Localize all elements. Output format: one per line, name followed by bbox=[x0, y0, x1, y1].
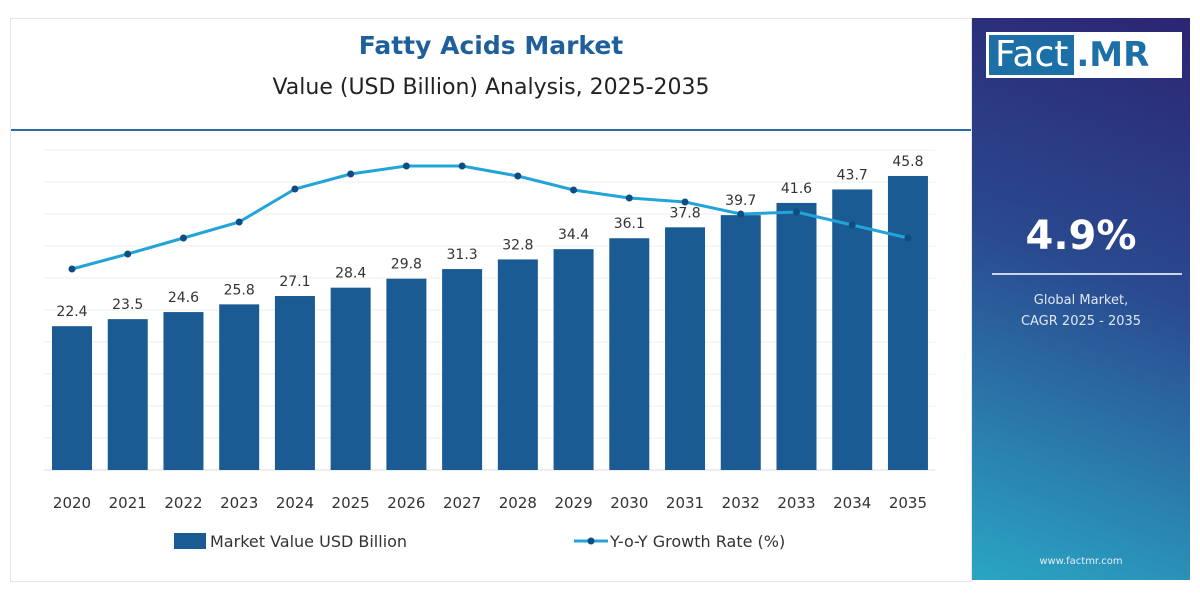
cagr-label: Global Market, CAGR 2025 - 2035 bbox=[972, 290, 1190, 332]
growth-rate-marker bbox=[570, 186, 578, 194]
logo-mr: .MR bbox=[1076, 35, 1150, 75]
growth-rate-marker bbox=[904, 234, 912, 242]
website-url: www.factmr.com bbox=[1039, 556, 1123, 567]
bar-value-label: 43.7 bbox=[837, 167, 868, 183]
bar-value-label: 34.4 bbox=[558, 227, 589, 243]
bar-2022 bbox=[163, 312, 204, 470]
x-tick-label: 2023 bbox=[220, 494, 258, 512]
logo-fact: Fact bbox=[989, 35, 1075, 75]
growth-rate-marker bbox=[124, 250, 132, 258]
bar-2025 bbox=[330, 287, 371, 470]
bar-2034 bbox=[832, 189, 873, 471]
bar-value-label: 31.3 bbox=[447, 247, 478, 263]
x-tick-label: 2028 bbox=[499, 494, 537, 512]
bar-2026 bbox=[386, 278, 427, 470]
x-tick-label: 2020 bbox=[53, 494, 91, 512]
growth-rate-marker bbox=[514, 172, 522, 180]
bar-value-label: 28.4 bbox=[335, 266, 366, 282]
bar-value-label: 41.6 bbox=[781, 181, 812, 197]
bar-2033 bbox=[776, 202, 817, 471]
bar-2029 bbox=[553, 249, 594, 470]
cagr-label-line2: CAGR 2025 - 2035 bbox=[1020, 314, 1142, 329]
bar-value-label: 36.1 bbox=[614, 216, 645, 232]
chart-subtitle: Value (USD Billion) Analysis, 2025-2035 bbox=[272, 75, 710, 100]
growth-rate-marker bbox=[458, 162, 466, 170]
x-tick-label: 2033 bbox=[777, 494, 815, 512]
bar-value-label: 25.8 bbox=[224, 282, 255, 298]
bar-2031 bbox=[665, 227, 706, 470]
x-tick-label: 2029 bbox=[554, 494, 592, 512]
bar-value-label: 29.8 bbox=[391, 257, 422, 273]
bar-2027 bbox=[442, 269, 483, 470]
bar-value-label: 24.6 bbox=[168, 290, 199, 306]
bar-value-label: 45.8 bbox=[892, 154, 923, 170]
legend-bar-label: Market Value USD Billion bbox=[210, 532, 407, 551]
growth-rate-marker bbox=[737, 210, 745, 218]
bar-2020 bbox=[52, 326, 92, 470]
bar-value-label: 39.7 bbox=[725, 193, 756, 209]
title-divider bbox=[11, 129, 971, 131]
x-tick-label: 2022 bbox=[164, 494, 202, 512]
cagr-label-line1: Global Market, bbox=[1033, 293, 1129, 308]
x-tick-label: 2024 bbox=[276, 494, 314, 512]
growth-rate-marker bbox=[625, 194, 633, 202]
x-tick-label: 2034 bbox=[833, 494, 871, 512]
chart-title: Fatty Acids Market bbox=[358, 31, 624, 60]
growth-rate-marker bbox=[681, 198, 689, 206]
bar-value-label: 37.8 bbox=[669, 205, 700, 221]
factmr-logo: Fact .MR bbox=[986, 32, 1182, 78]
bar-2023 bbox=[219, 304, 260, 470]
bar-2024 bbox=[274, 296, 315, 470]
bar-2035 bbox=[887, 175, 928, 471]
cagr-value: 4.9% bbox=[1025, 213, 1137, 259]
bar-value-label: 23.5 bbox=[112, 297, 143, 313]
bar-value-label: 27.1 bbox=[279, 274, 310, 290]
bar-2028 bbox=[497, 259, 538, 470]
growth-rate-marker bbox=[68, 265, 76, 273]
growth-rate-marker bbox=[291, 185, 299, 193]
growth-rate-marker bbox=[792, 208, 800, 216]
x-tick-label: 2030 bbox=[610, 494, 648, 512]
growth-rate-marker bbox=[848, 221, 856, 229]
bar-value-label: 32.8 bbox=[502, 237, 533, 253]
bar-2021 bbox=[107, 319, 148, 470]
growth-rate-line bbox=[71, 164, 909, 271]
x-tick-label: 2027 bbox=[443, 494, 481, 512]
x-tick-label: 2021 bbox=[109, 494, 147, 512]
growth-rate-marker bbox=[179, 234, 187, 242]
growth-rate-marker bbox=[402, 162, 410, 170]
side-panel: Fact .MR 4.9% Global Market, CAGR 2025 -… bbox=[972, 18, 1190, 580]
x-tick-label: 2025 bbox=[332, 494, 370, 512]
bar-2030 bbox=[609, 238, 650, 470]
x-tick-label: 2035 bbox=[889, 494, 927, 512]
legend-bar-swatch bbox=[174, 533, 206, 549]
legend-line-marker bbox=[587, 537, 595, 545]
growth-rate-marker bbox=[347, 170, 355, 178]
x-tick-label: 2031 bbox=[666, 494, 704, 512]
x-tick-label: 2026 bbox=[387, 494, 425, 512]
growth-rate-marker bbox=[235, 218, 243, 226]
cagr-divider bbox=[992, 273, 1182, 275]
legend-line-label: Y-o-Y Growth Rate (%) bbox=[609, 532, 785, 551]
chart-plot: 22.4 2020 23.5 2021 24.6 2022 25.8 2023 27.1 2024… bbox=[44, 149, 935, 551]
bar-2032 bbox=[720, 215, 761, 470]
bar-value-label: 22.4 bbox=[56, 304, 87, 320]
x-tick-label: 2032 bbox=[722, 494, 760, 512]
